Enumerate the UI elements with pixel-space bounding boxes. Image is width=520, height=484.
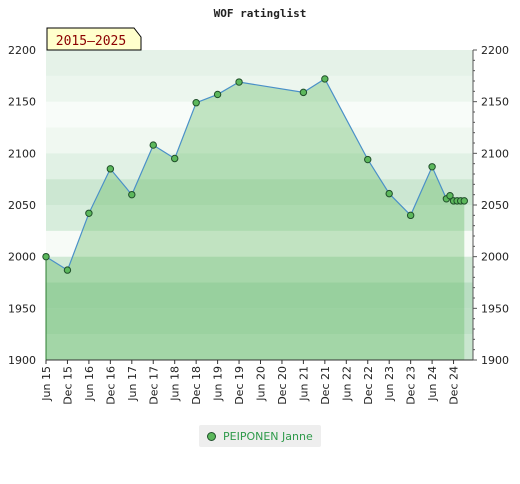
background-band [46, 101, 473, 128]
x-tick-label: Jun 22 [340, 366, 353, 402]
x-tick-label: Jun 16 [83, 366, 96, 402]
y-tick-label-right: 2100 [481, 147, 509, 160]
x-tick-label: Dec 23 [405, 366, 418, 405]
background-band [46, 75, 473, 102]
data-point [149, 141, 157, 149]
data-point [235, 78, 243, 86]
data-point [171, 154, 179, 163]
x-tick-label: Jun 24 [426, 366, 439, 402]
background-bands [46, 50, 473, 360]
legend-label: PEIPONEN Janne [223, 429, 313, 443]
x-tick-label: Jun 17 [126, 366, 139, 402]
y-tick-label-left: 2050 [8, 199, 36, 212]
x-tick-label: Jun 19 [212, 366, 225, 402]
x-tick-label: Jun 20 [255, 366, 268, 402]
background-band [46, 205, 473, 231]
data-point [128, 190, 136, 199]
data-point [321, 75, 329, 83]
legend-marker-icon [207, 431, 216, 441]
data-point [42, 252, 50, 261]
x-tick-label: Jun 15 [40, 366, 53, 402]
background-band [46, 179, 473, 205]
y-tick-label-right: 2150 [481, 96, 509, 109]
x-tick-label: Dec 16 [104, 366, 117, 405]
data-point [106, 165, 115, 173]
background-band [46, 334, 473, 360]
y-tick-label-left: 1950 [8, 302, 36, 315]
x-tick-label: Dec 21 [319, 366, 332, 405]
data-point [446, 192, 454, 200]
data-point [63, 266, 72, 274]
period-label: 2015–2025 [56, 34, 126, 49]
background-band [46, 127, 473, 154]
chart-title: WOF ratinglist [214, 7, 307, 20]
y-tick-label-right: 2200 [481, 44, 509, 57]
y-tick-label-left: 1900 [8, 354, 36, 367]
background-band [46, 308, 473, 335]
data-point [460, 197, 468, 205]
background-band [46, 230, 473, 257]
background-band [46, 50, 473, 76]
background-band [46, 153, 473, 180]
data-point [385, 189, 393, 198]
axes: 1900 1900 1950 1950 2000 2000 2050 2050 2100 2100… [8, 44, 509, 405]
data-point [85, 209, 93, 217]
legend: PEIPONEN Janne [199, 425, 321, 447]
data-point [299, 88, 308, 97]
data-point [364, 155, 372, 164]
x-tick-label: Dec 22 [362, 366, 375, 405]
x-tick-label: Dec 19 [233, 366, 246, 405]
x-tick-label: Jun 23 [383, 366, 396, 402]
background-band [46, 282, 473, 309]
y-tick-label-right: 2050 [481, 199, 509, 212]
y-tick-label-left: 2150 [8, 96, 36, 109]
y-tick-label-right: 2000 [481, 251, 509, 264]
series-area [46, 78, 465, 361]
y-tick-label-left: 2100 [8, 147, 36, 160]
x-tick-label: Dec 20 [276, 366, 289, 405]
data-point [213, 90, 222, 99]
y-tick-label-left: 2200 [8, 44, 36, 57]
x-tick-label: Dec 15 [61, 366, 74, 405]
data-points [42, 75, 468, 274]
background-band [46, 256, 473, 283]
x-tick-label: Dec 24 [448, 366, 461, 405]
x-tick-label: Jun 21 [297, 366, 310, 402]
data-point [428, 163, 436, 171]
y-tick-label-left: 2000 [8, 251, 36, 264]
data-point [406, 211, 415, 220]
x-tick-label: Jun 18 [169, 366, 182, 402]
period-badge: 2015–2025 [46, 27, 142, 51]
y-tick-label-right: 1900 [481, 354, 509, 367]
data-point [192, 99, 200, 107]
x-tick-label: Dec 18 [190, 366, 203, 405]
x-tick-label: Dec 17 [147, 366, 160, 405]
y-tick-label-right: 1950 [481, 302, 509, 315]
